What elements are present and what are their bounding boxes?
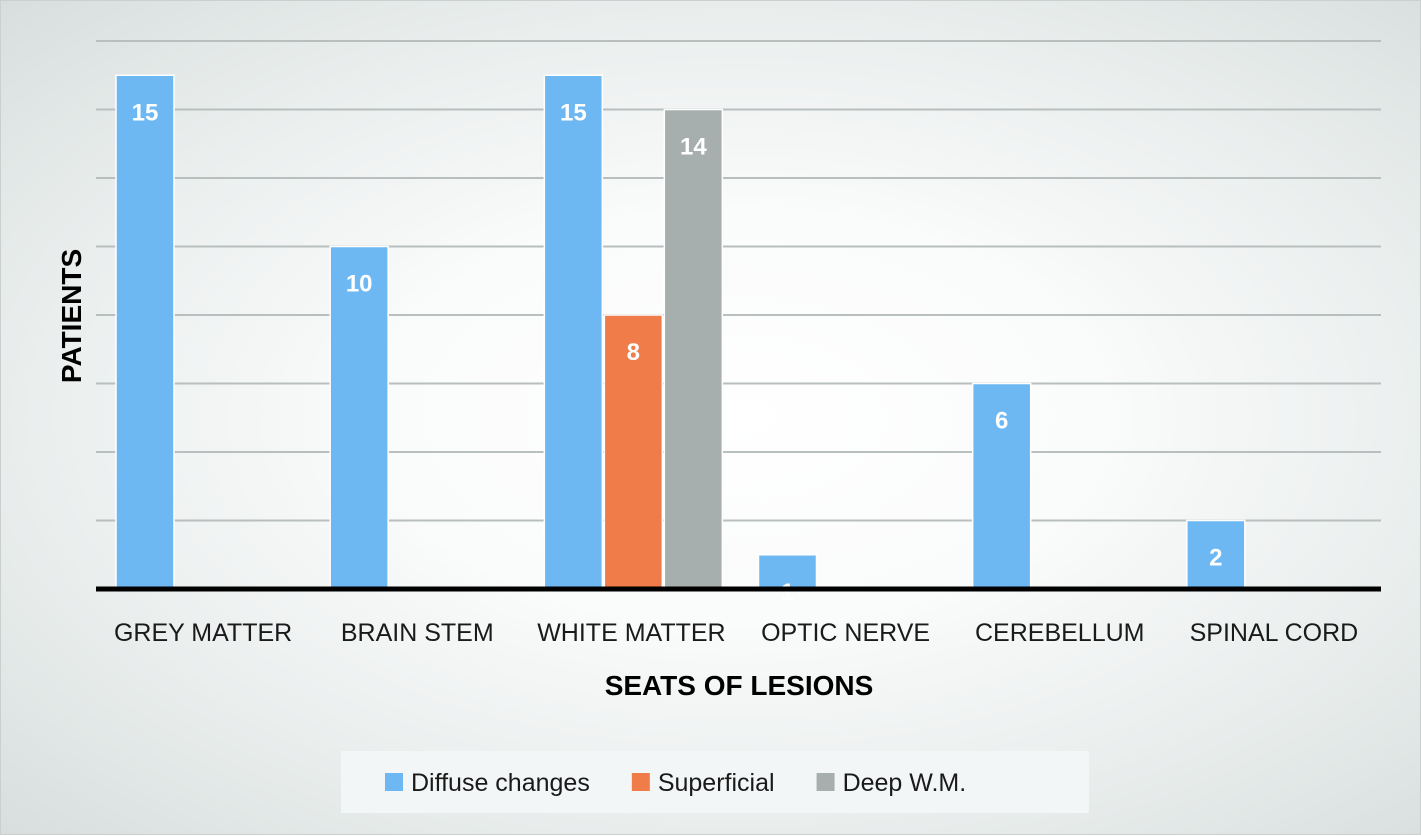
legend-entry: Deep W.M. (843, 769, 967, 797)
data-labels: 15 10 15 8 14 1 6 2 (132, 99, 1223, 606)
data-label: 6 (995, 408, 1008, 435)
legend-entry: Diffuse changes (411, 769, 590, 797)
category-label: CEREBELLUM (975, 619, 1145, 647)
data-label: 8 (627, 339, 640, 366)
category-label: GREY MATTER (114, 619, 292, 647)
legend-swatch (816, 773, 835, 791)
y-axis-title: PATIENTS (56, 249, 87, 383)
bar-diffuse-changes-grey-matter (115, 74, 175, 590)
bar-diffuse-changes-brain-stem (329, 245, 389, 590)
category-label: BRAIN STEM (341, 619, 494, 647)
data-label: 15 (132, 99, 159, 126)
category-label: WHITE MATTER (537, 619, 725, 647)
legend-swatch (385, 773, 403, 791)
legend: Diffuse changes Superficial Deep W.M. (385, 769, 966, 797)
category-label: OPTIC NERVE (761, 619, 930, 647)
bar-diffuse-changes-white-matter (543, 74, 604, 590)
category-labels: GREY MATTER BRAIN STEM WHITE MATTER OPTIC N… (114, 619, 1358, 647)
bars (115, 74, 1246, 590)
legend-entry: Superficial (658, 769, 775, 797)
category-label: SPINAL CORD (1190, 619, 1359, 647)
data-label: 2 (1209, 545, 1222, 572)
legend-swatch (631, 773, 650, 791)
bar-diffuse-changes-cerebellum (971, 382, 1032, 590)
data-label: 10 (346, 271, 373, 298)
bar-deep-w-m--white-matter (663, 108, 724, 590)
data-label: 1 (781, 579, 794, 606)
gridlines (96, 40, 1381, 522)
legend-box (341, 751, 1089, 813)
x-axis-title: SEATS OF LESIONS (605, 670, 874, 701)
bar-diffuse-changes-optic-nerve (757, 554, 818, 590)
data-label: 14 (680, 134, 707, 161)
data-label: 15 (560, 99, 587, 126)
bar-superficial-white-matter (603, 314, 664, 590)
bar-diffuse-changes-spinal-cord (1186, 519, 1246, 590)
